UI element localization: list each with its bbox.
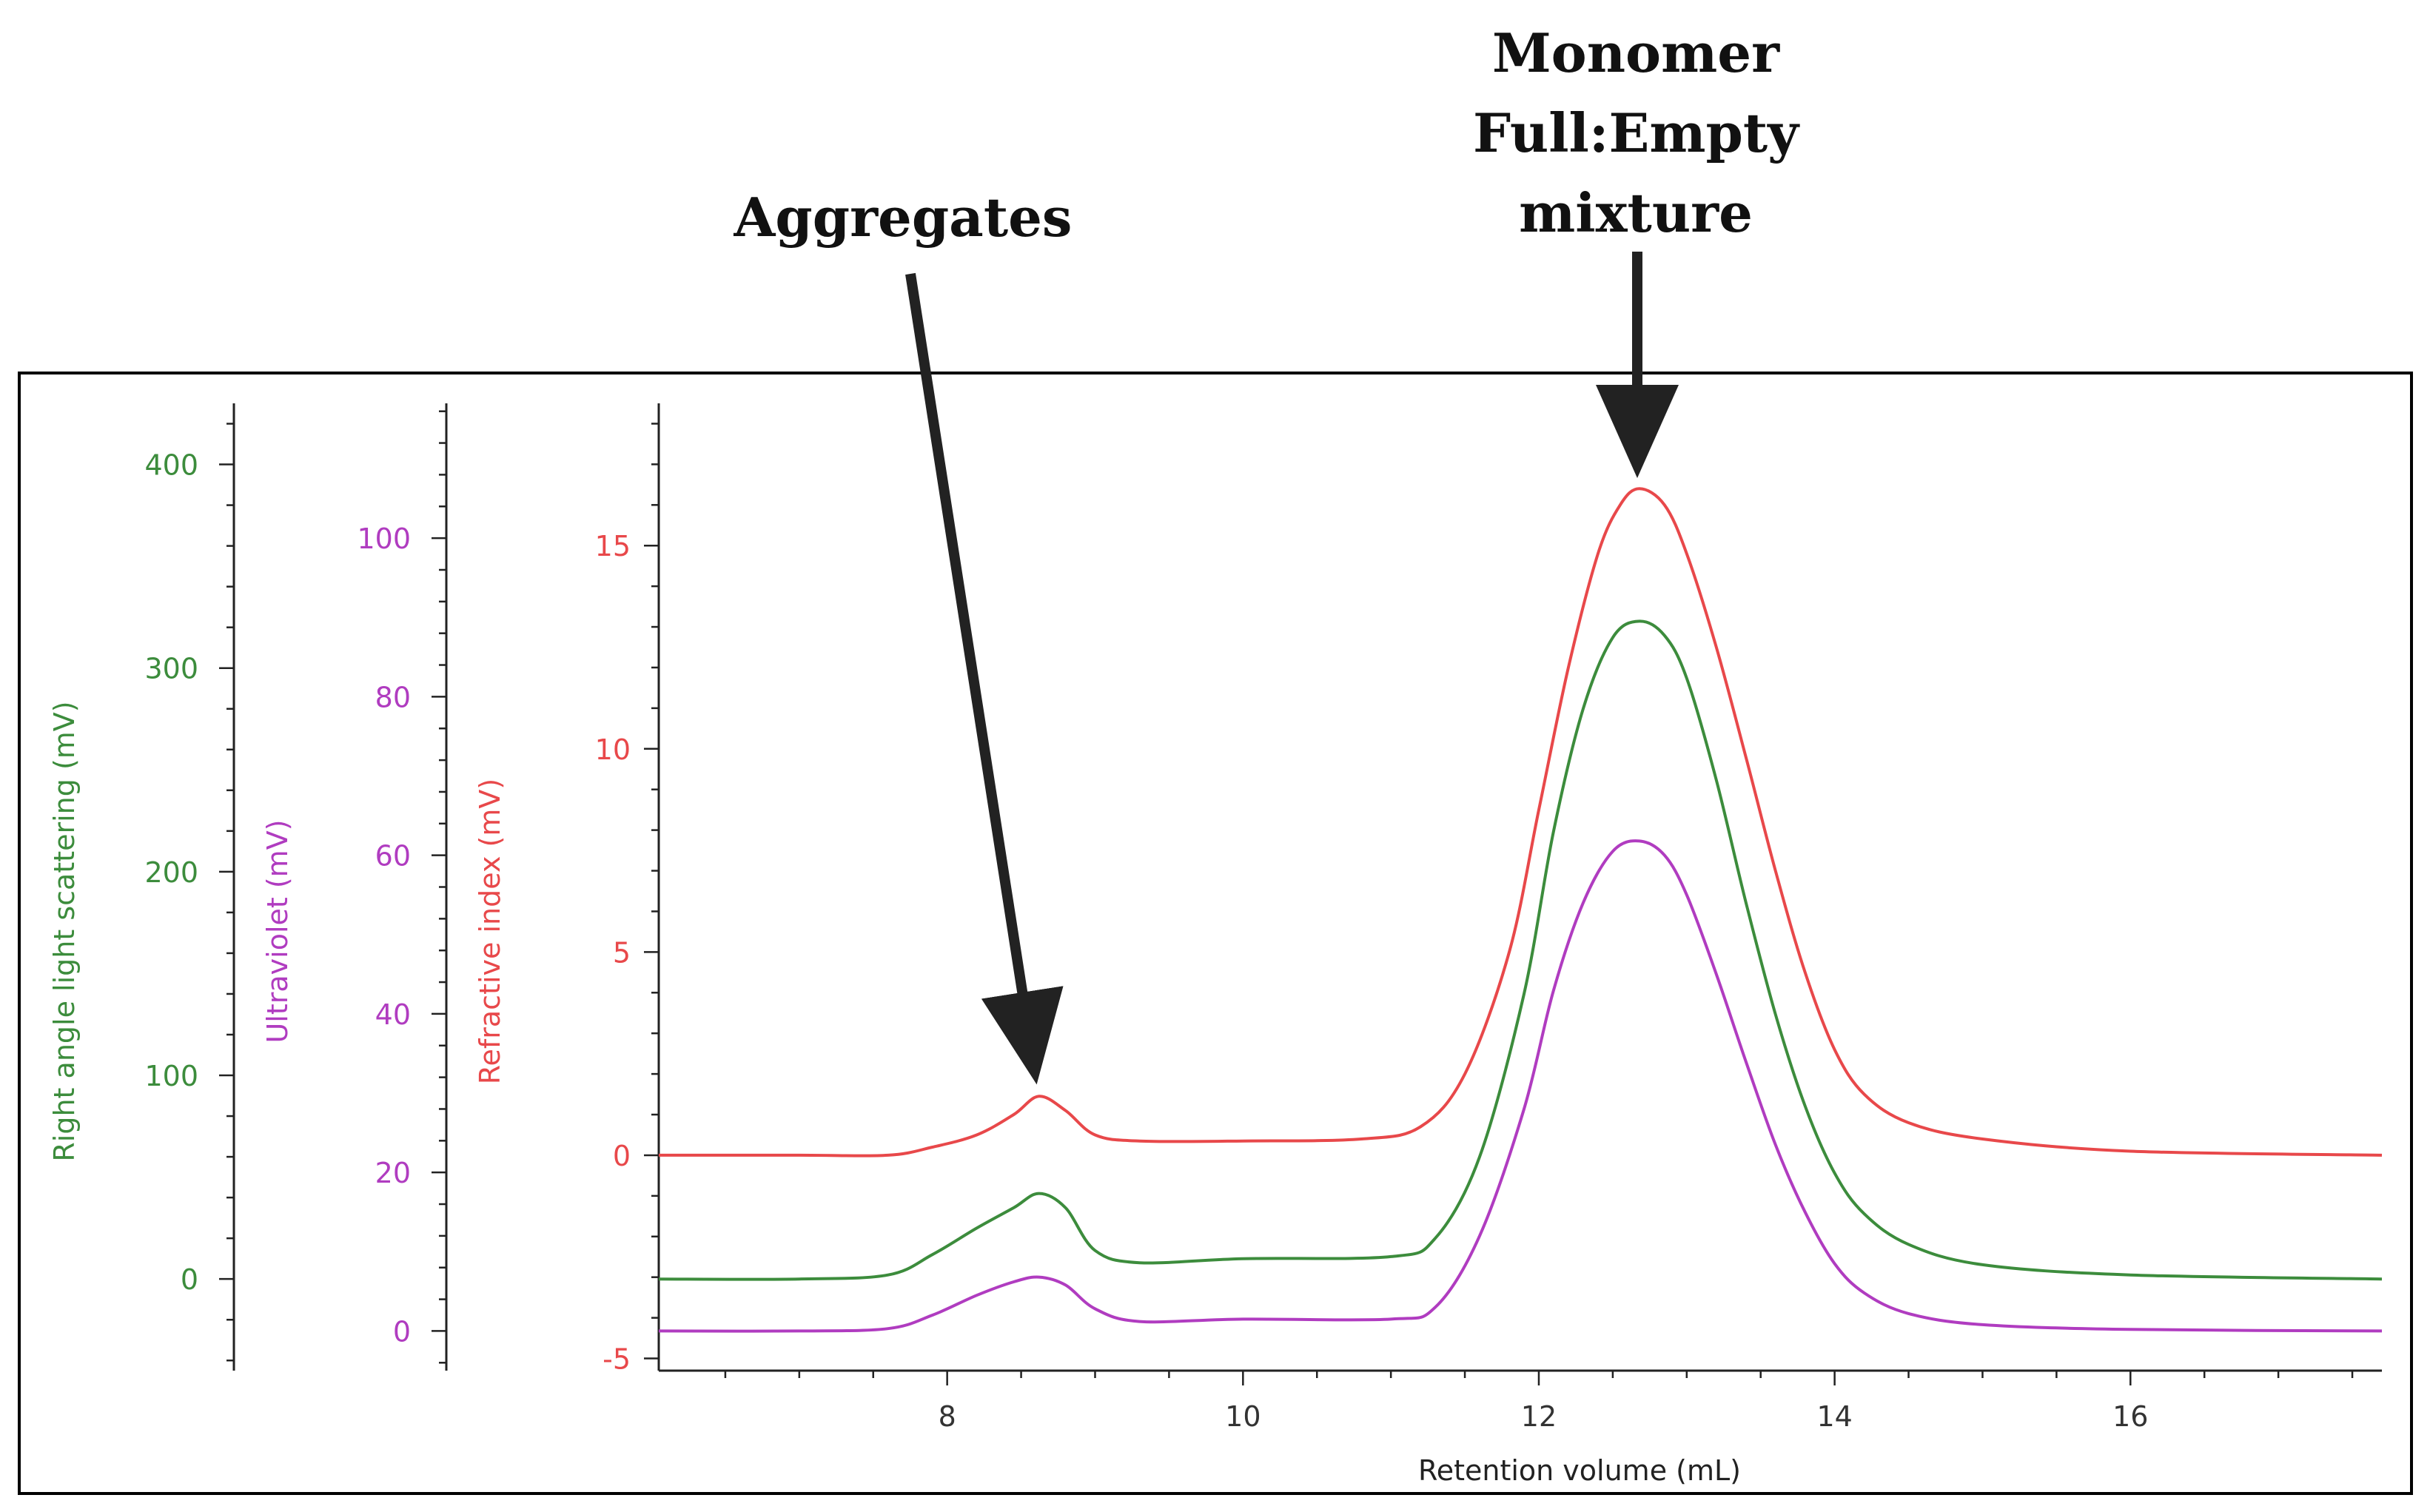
y-tick-label-ri: 5 (613, 936, 631, 969)
x-axis-title: Retention volume (mL) (1418, 1454, 1741, 1487)
y-axis-title-rals: Right angle light scattering (mV) (48, 701, 81, 1161)
y-axis-title-ri: Refractive index (mV) (474, 779, 506, 1084)
annotation-monomer-line-1: Full:Empty (1473, 101, 1799, 164)
annotation-monomer: Monomer Full:Empty mixture (1377, 13, 1895, 253)
y-tick-label-uv: 40 (375, 998, 411, 1031)
y-tick-label-rals: 400 (144, 449, 198, 482)
arrow-aggregates (905, 272, 1064, 1085)
series-line-rals (658, 619, 2383, 1281)
x-tick-label: 16 (2112, 1400, 2148, 1433)
y-tick-label-uv: 100 (357, 523, 411, 555)
y-tick-label-rals: 0 (181, 1263, 198, 1296)
x-tick-label: 10 (1225, 1400, 1261, 1433)
series-line-uv (658, 839, 2383, 1333)
annotation-monomer-line-0: Monomer (1491, 21, 1780, 84)
y-tick-label-uv: 80 (375, 681, 411, 713)
y-tick-label-uv: 0 (393, 1315, 411, 1348)
y-tick-label-rals: 100 (144, 1060, 198, 1092)
annotation-monomer-line-2: mixture (1519, 181, 1753, 244)
y-tick-label-ri: 10 (595, 733, 631, 766)
y-tick-label-ri: 0 (613, 1140, 631, 1172)
y-tick-label-ri: 15 (595, 530, 631, 562)
y-axis-title-uv: Ultraviolet (mV) (261, 819, 294, 1043)
annotation-aggregates: Aggregates (734, 186, 1073, 249)
y-tick-label-rals: 200 (144, 856, 198, 889)
chart-frame (18, 372, 2413, 1495)
series-layer (658, 487, 2383, 1333)
annotation-arrows (905, 252, 1679, 1085)
y-tick-label-uv: 60 (375, 840, 411, 873)
y-tick-label-rals: 300 (144, 653, 198, 685)
x-tick-label: 12 (1521, 1400, 1557, 1433)
series-line-ri (659, 487, 2383, 1157)
y-tick-label-uv: 20 (375, 1157, 411, 1189)
y-tick-label-ri: -5 (603, 1343, 631, 1376)
x-tick-label: 14 (1816, 1400, 1852, 1433)
x-tick-label: 8 (939, 1400, 956, 1433)
